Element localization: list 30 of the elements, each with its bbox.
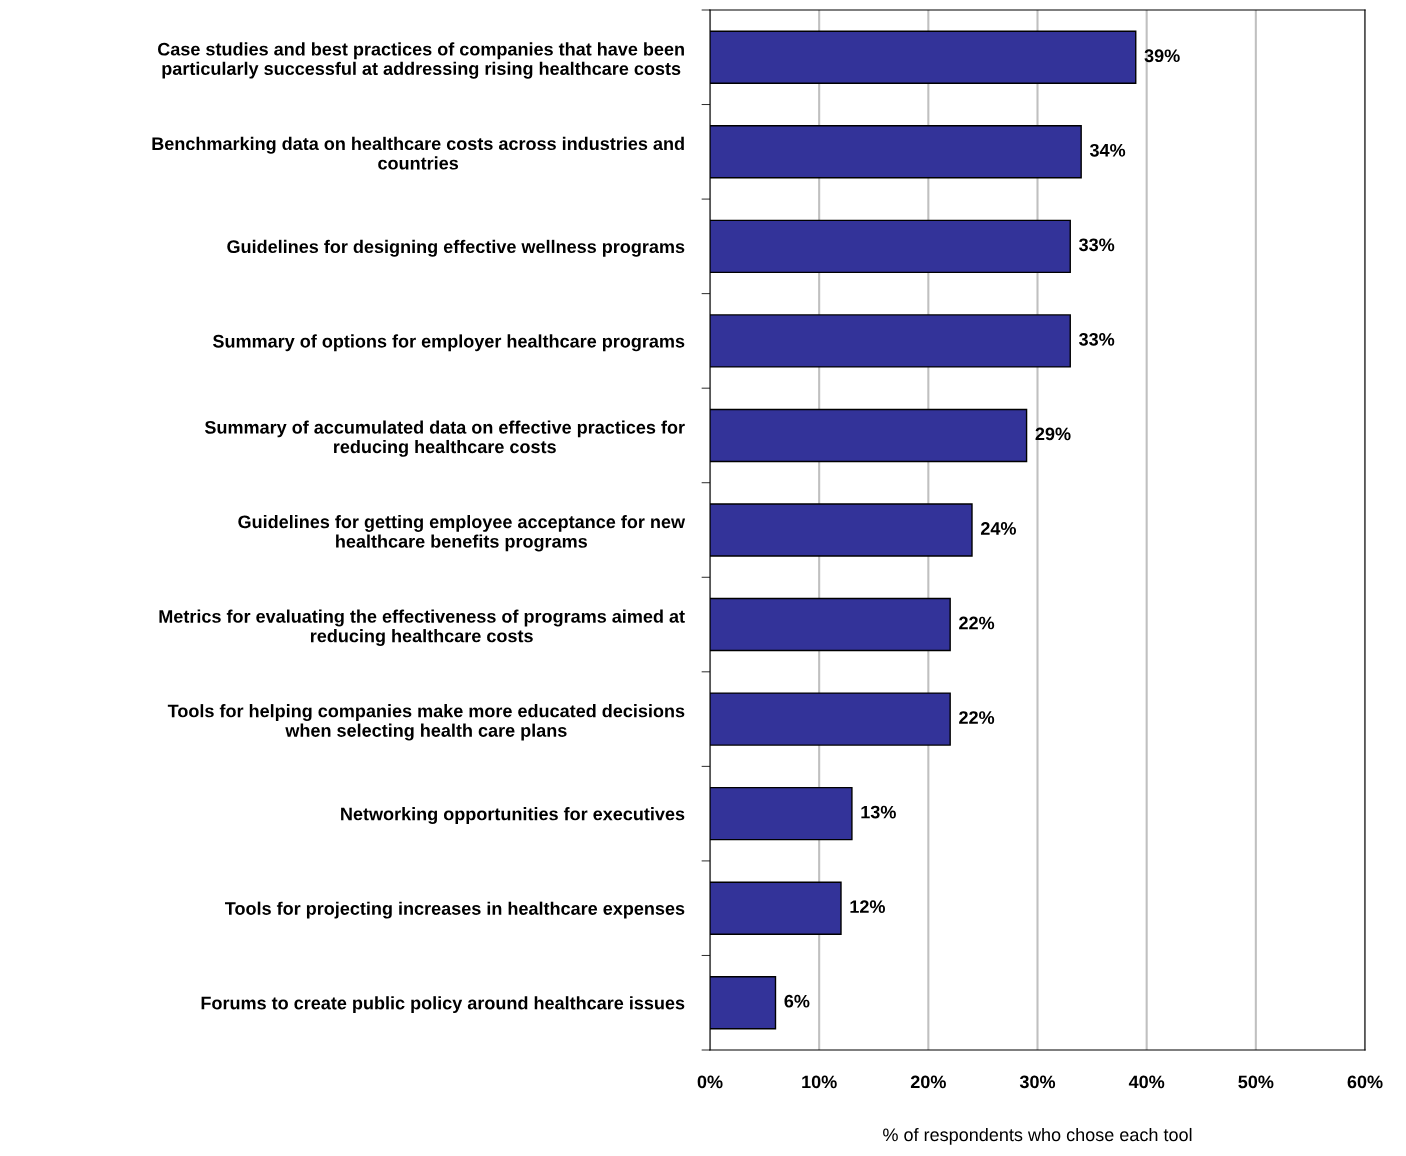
- y-tick-label: Guidelines for designing effective wellness programs: [227, 239, 685, 257]
- x-tick-label: 30%: [1019, 1075, 1056, 1089]
- x-tick-label: 50%: [1238, 1075, 1274, 1089]
- data-label: 13%: [861, 805, 896, 819]
- data-label: 33%: [1079, 238, 1115, 252]
- data-label: 33%: [1079, 332, 1115, 346]
- data-label: 34%: [1089, 143, 1126, 157]
- data-label: 22%: [959, 711, 995, 724]
- y-tick-label: Networking opportunities for executives: [341, 807, 685, 824]
- x-tick-label: 20%: [910, 1075, 946, 1089]
- x-tick-label: 40%: [1128, 1075, 1165, 1089]
- data-label: 29%: [1035, 427, 1071, 441]
- data-label: 24%: [980, 522, 1016, 535]
- data-label: 6%: [784, 994, 810, 1008]
- x-axis-title: % of respondents who chose each tool: [883, 1127, 1192, 1145]
- data-label: 12%: [850, 900, 885, 913]
- y-tick-label: Forums to create public policy around healthcare issues: [201, 996, 685, 1014]
- x-tick-label: 60%: [1347, 1075, 1383, 1089]
- x-tick-label: 0%: [697, 1075, 723, 1089]
- data-label: 39%: [1144, 49, 1180, 63]
- y-tick-label: Summary of accumulated data on effective practices for reducing healthcare costs: [204, 420, 685, 457]
- y-tick-label: Metrics for evaluating the effectiveness of programs aimed at reducing healthcare costs: [159, 609, 685, 646]
- y-tick-label: Summary of options for employer healthcare programs: [212, 334, 685, 352]
- y-tick-label: Benchmarking data on healthcare costs across industries and countries: [152, 136, 684, 170]
- x-tick-label: 10%: [802, 1075, 837, 1089]
- data-label: 22%: [959, 616, 995, 630]
- y-tick-label: Tools for projecting increases in healthcare expenses: [224, 901, 685, 919]
- y-tick-label: Guidelines for getting employee acceptance for new healthcare benefits programs: [238, 515, 686, 552]
- y-tick-label: Case studies and best practices of companies that have been particularly successful at addressing rising healthcare costs: [157, 42, 684, 79]
- y-tick-label: Tools for helping companies make more educated decisions when selecting health care plans: [167, 704, 685, 741]
